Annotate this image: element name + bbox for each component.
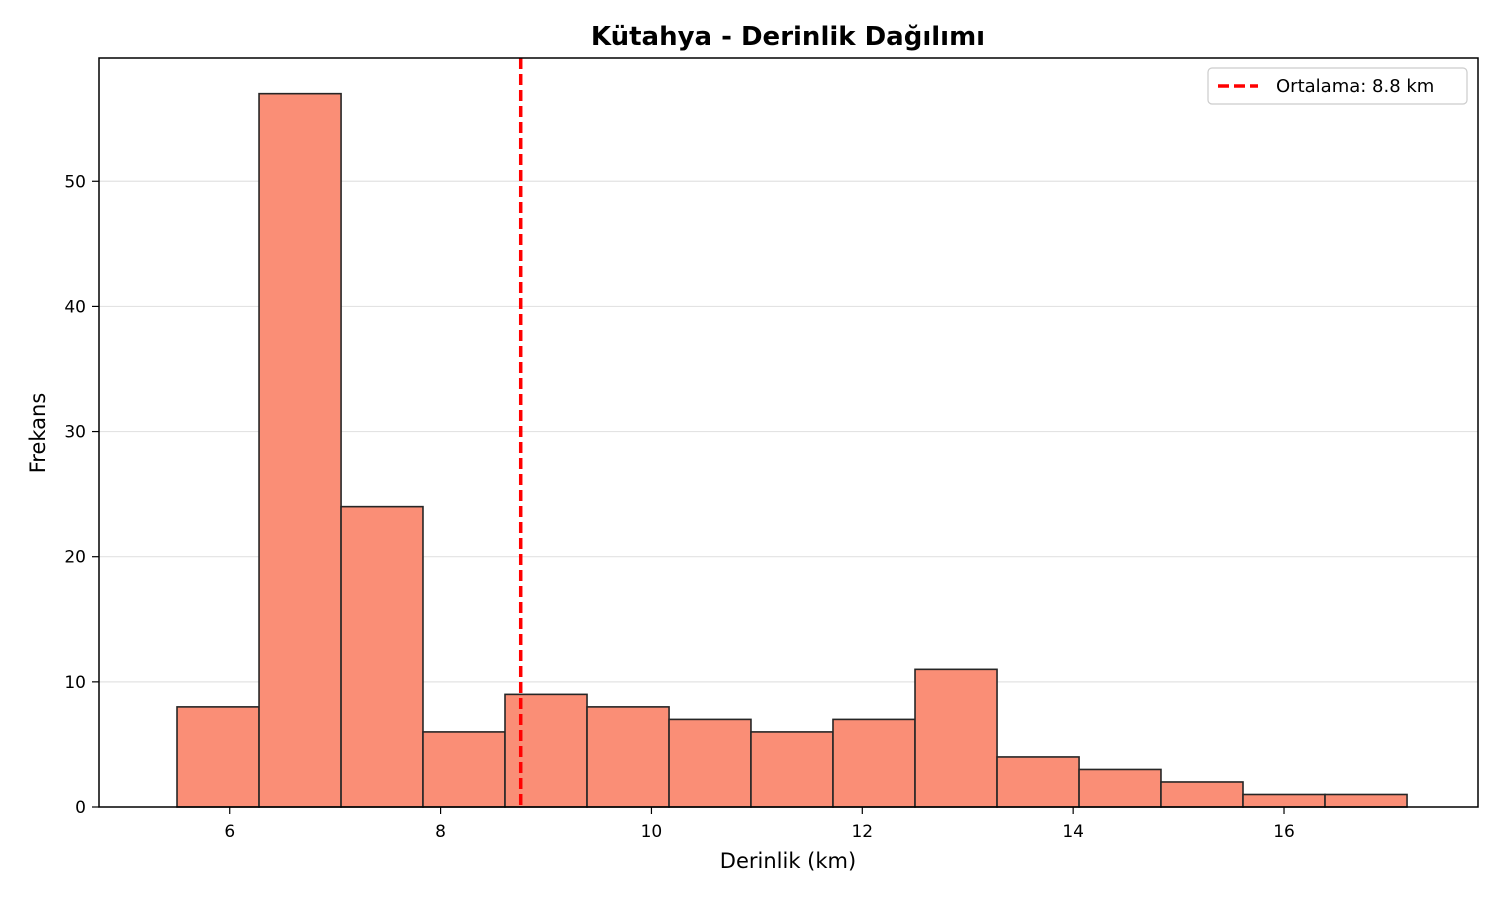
histogram-bar xyxy=(1324,793,1408,808)
histogram-bar xyxy=(504,693,588,808)
x-tick-label: 8 xyxy=(435,822,446,842)
histogram-bar xyxy=(176,706,260,808)
legend: Ortalama: 8.8 km xyxy=(1207,67,1468,105)
legend-box xyxy=(1207,67,1468,105)
y-tick-label: 20 xyxy=(64,548,86,568)
x-axis-ticks: 6 8 10 12 14 16 xyxy=(224,807,1295,842)
y-tick-label: 30 xyxy=(64,423,86,443)
histogram-bar xyxy=(914,668,998,808)
plot-area-frame xyxy=(98,57,1479,808)
y-axis-ticks: 0 10 20 30 40 50 xyxy=(64,172,99,818)
histogram-bar xyxy=(258,92,342,808)
histogram-bar xyxy=(668,718,752,808)
x-axis-label: Derinlik (km) xyxy=(720,849,856,873)
legend-label: Ortalama: 8.8 km xyxy=(1276,76,1434,97)
y-tick-label: 50 xyxy=(64,172,86,192)
histogram-bar xyxy=(832,718,916,808)
y-axis-label: Frekans xyxy=(26,393,50,474)
x-tick-label: 14 xyxy=(1062,822,1084,842)
histogram-bar xyxy=(340,505,424,808)
y-tick-label: 10 xyxy=(64,673,86,693)
histogram-bars xyxy=(176,92,1408,808)
y-tick-label: 0 xyxy=(75,798,86,818)
histogram-bar xyxy=(1242,793,1326,808)
x-tick-label: 10 xyxy=(641,822,663,842)
histogram-bar xyxy=(422,731,506,808)
y-tick-label: 40 xyxy=(64,297,86,317)
x-tick-label: 12 xyxy=(851,822,873,842)
x-tick-label: 6 xyxy=(224,822,235,842)
histogram-bar xyxy=(996,756,1080,808)
histogram-bar xyxy=(1160,781,1244,808)
x-tick-label: 16 xyxy=(1273,822,1295,842)
chart-title: Kütahya - Derinlik Dağılımı xyxy=(591,22,985,52)
histogram-bar xyxy=(750,731,834,808)
histogram-bar xyxy=(1078,768,1162,808)
histogram-bar xyxy=(586,706,670,808)
